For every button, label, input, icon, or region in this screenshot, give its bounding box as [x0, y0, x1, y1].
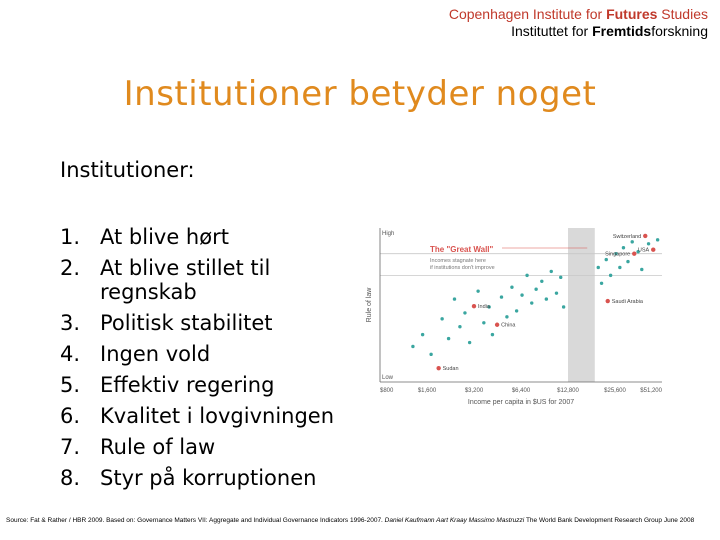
data-point	[476, 289, 480, 293]
labeled-data-point	[651, 247, 656, 252]
labeled-data-point	[436, 365, 441, 371]
y-tick-label: High	[382, 231, 394, 237]
labeled-data-point	[494, 322, 500, 327]
data-point	[420, 332, 425, 337]
y-axis-label: Rule of law	[366, 287, 373, 323]
data-point	[429, 352, 433, 357]
data-point	[514, 309, 519, 313]
x-tick-label: $800	[380, 388, 394, 394]
data-point	[482, 321, 486, 325]
data-point	[487, 305, 491, 309]
x-tick-label: $25,600	[604, 388, 626, 394]
data-point-label: Saudi Arabia	[612, 299, 644, 305]
slide-subtitle: Institutioner:	[60, 158, 195, 182]
data-point	[452, 297, 457, 301]
list-item: 3. Politisk stabilitet	[60, 311, 273, 335]
list-item: 1. At blive hørt	[60, 225, 229, 249]
data-point	[618, 265, 622, 270]
institution-list: 1. At blive hørt 2. At blive stillet til r…	[60, 222, 360, 494]
data-point	[596, 265, 600, 270]
data-point	[446, 336, 451, 341]
y-tick-label: Low	[382, 375, 394, 381]
data-point	[505, 315, 509, 319]
great-wall-band	[568, 228, 595, 382]
data-point	[530, 301, 534, 305]
data-point	[599, 281, 604, 285]
header-line-english: Copenhagen Institute for Futures Studies	[448, 6, 708, 22]
data-point	[621, 246, 626, 250]
data-point	[544, 297, 549, 301]
x-tick-label: $12,800	[557, 388, 579, 394]
chart-annotation-line: Incomes stagnate here	[430, 258, 486, 264]
data-point	[655, 238, 660, 242]
list-item: 5. Effektiv regering	[60, 373, 275, 397]
data-point	[540, 279, 544, 284]
x-tick-label: $3,200	[465, 388, 484, 394]
data-point-label: India	[478, 304, 491, 310]
data-point	[510, 285, 514, 289]
x-tick-label: $6,400	[512, 388, 531, 394]
data-point	[604, 257, 608, 262]
slide-title: Institutioner betyder noget	[123, 74, 597, 114]
data-point	[646, 242, 651, 246]
data-point	[640, 267, 644, 272]
list-item: 4. Ingen vold	[60, 342, 211, 366]
list-item: 8. Styr på korruptionen	[60, 466, 317, 490]
data-point	[440, 317, 444, 321]
data-point-label: Sudan	[443, 366, 459, 372]
institute-header: Copenhagen Institute for Futures Studies…	[449, 6, 708, 40]
list-item: 7. Rule of law	[60, 435, 216, 459]
data-point	[636, 249, 640, 254]
data-point	[463, 311, 467, 315]
chart-annotation-line: if institutions don't improve	[430, 265, 495, 271]
data-point	[614, 251, 618, 256]
x-tick-label: $1,600	[418, 388, 437, 394]
data-point	[554, 291, 559, 295]
data-point	[411, 344, 415, 349]
labeled-data-point	[632, 251, 637, 256]
chart-title: The "Great Wall"	[430, 245, 494, 254]
x-axis-label: Income per capita in $US for 2007	[468, 399, 574, 406]
labeled-data-point	[643, 233, 648, 239]
data-point	[525, 273, 529, 278]
list-item: 2. At blive stillet til regnskab	[60, 256, 271, 304]
rule-of-law-income-chart: High Low Rule of law $800 $1,600 $3,200 $6,400…	[366, 228, 663, 406]
data-point	[549, 269, 553, 274]
data-point	[467, 340, 472, 345]
data-point	[499, 295, 504, 299]
data-point	[520, 293, 524, 297]
data-point	[559, 275, 563, 280]
source-citation: Source: Fat & Rather / HBR 2009. Based o…	[6, 517, 695, 524]
labeled-data-point	[471, 303, 477, 309]
data-point	[561, 305, 566, 309]
data-point-label: China	[501, 323, 516, 329]
data-point	[608, 273, 613, 278]
list-item: 6. Kvalitet i lovgivningen	[60, 404, 335, 428]
labeled-data-point	[605, 298, 610, 304]
data-point-label: USA	[638, 248, 650, 254]
header-line-danish: Instituttet for Fremtidsforskning	[511, 23, 708, 39]
data-point	[458, 325, 462, 329]
data-point	[626, 259, 630, 264]
data-point	[490, 332, 495, 337]
data-point-label: Singapore	[605, 252, 630, 258]
x-tick-label: $51,200	[640, 388, 662, 394]
data-point-label: Switzerland	[613, 234, 641, 240]
data-point	[534, 287, 538, 291]
data-point	[630, 240, 634, 244]
